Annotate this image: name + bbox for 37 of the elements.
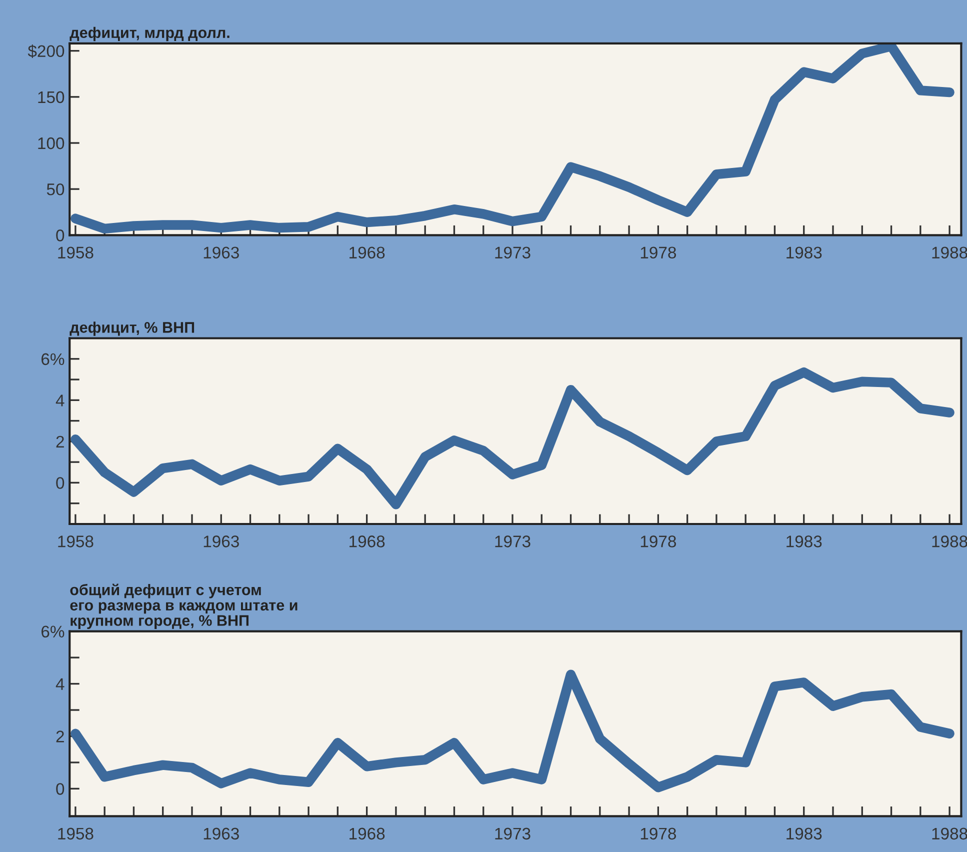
chart-title: общий дефицит с учетом его размера в каждом штате и крупном городе, % ВНП <box>70 584 298 629</box>
chart-title: дефицит, % ВНП <box>70 322 194 336</box>
y-tick-label: 6% <box>42 626 64 638</box>
y-tick-label: 0 <box>56 477 64 489</box>
y-tick-label: 50 <box>46 183 64 196</box>
x-tick-label: 1978 <box>640 828 676 840</box>
y-tick-label: 4 <box>56 394 64 406</box>
y-tick-label: 0 <box>56 230 64 242</box>
x-tick-label: 1983 <box>786 828 822 840</box>
chart-title: дефицит, млрд долл. <box>70 26 230 42</box>
x-tick-label: 1983 <box>786 536 822 548</box>
x-tick-label: 1963 <box>204 246 239 259</box>
x-tick-label: 1988 <box>932 536 967 548</box>
y-tick-label: 0 <box>56 783 64 795</box>
y-tick-label: 6% <box>42 353 64 366</box>
y-tick-label: 2 <box>56 436 64 448</box>
x-tick-label: 1968 <box>350 246 385 259</box>
x-tick-label: 1973 <box>495 828 530 840</box>
x-tick-label: 1968 <box>350 536 385 548</box>
y-tick-label: 100 <box>38 137 64 150</box>
x-tick-label: 1963 <box>204 828 239 840</box>
x-tick-label: 1958 <box>58 246 94 259</box>
x-tick-label: 1963 <box>204 536 239 548</box>
y-tick-label: 2 <box>56 730 64 742</box>
y-tick-label: $200 <box>28 44 64 58</box>
x-tick-label: 1958 <box>58 828 94 840</box>
x-tick-label: 1973 <box>495 536 530 548</box>
y-tick-label: 4 <box>56 678 64 690</box>
x-tick-label: 1968 <box>350 828 385 840</box>
x-tick-label: 1978 <box>640 536 676 548</box>
y-tick-label: 150 <box>38 91 64 104</box>
x-tick-label: 1988 <box>932 828 967 840</box>
x-tick-label: 1973 <box>495 246 530 259</box>
x-tick-label: 1988 <box>932 246 967 259</box>
x-tick-label: 1958 <box>58 536 94 548</box>
x-tick-label: 1978 <box>640 246 676 259</box>
x-tick-label: 1983 <box>786 246 822 259</box>
